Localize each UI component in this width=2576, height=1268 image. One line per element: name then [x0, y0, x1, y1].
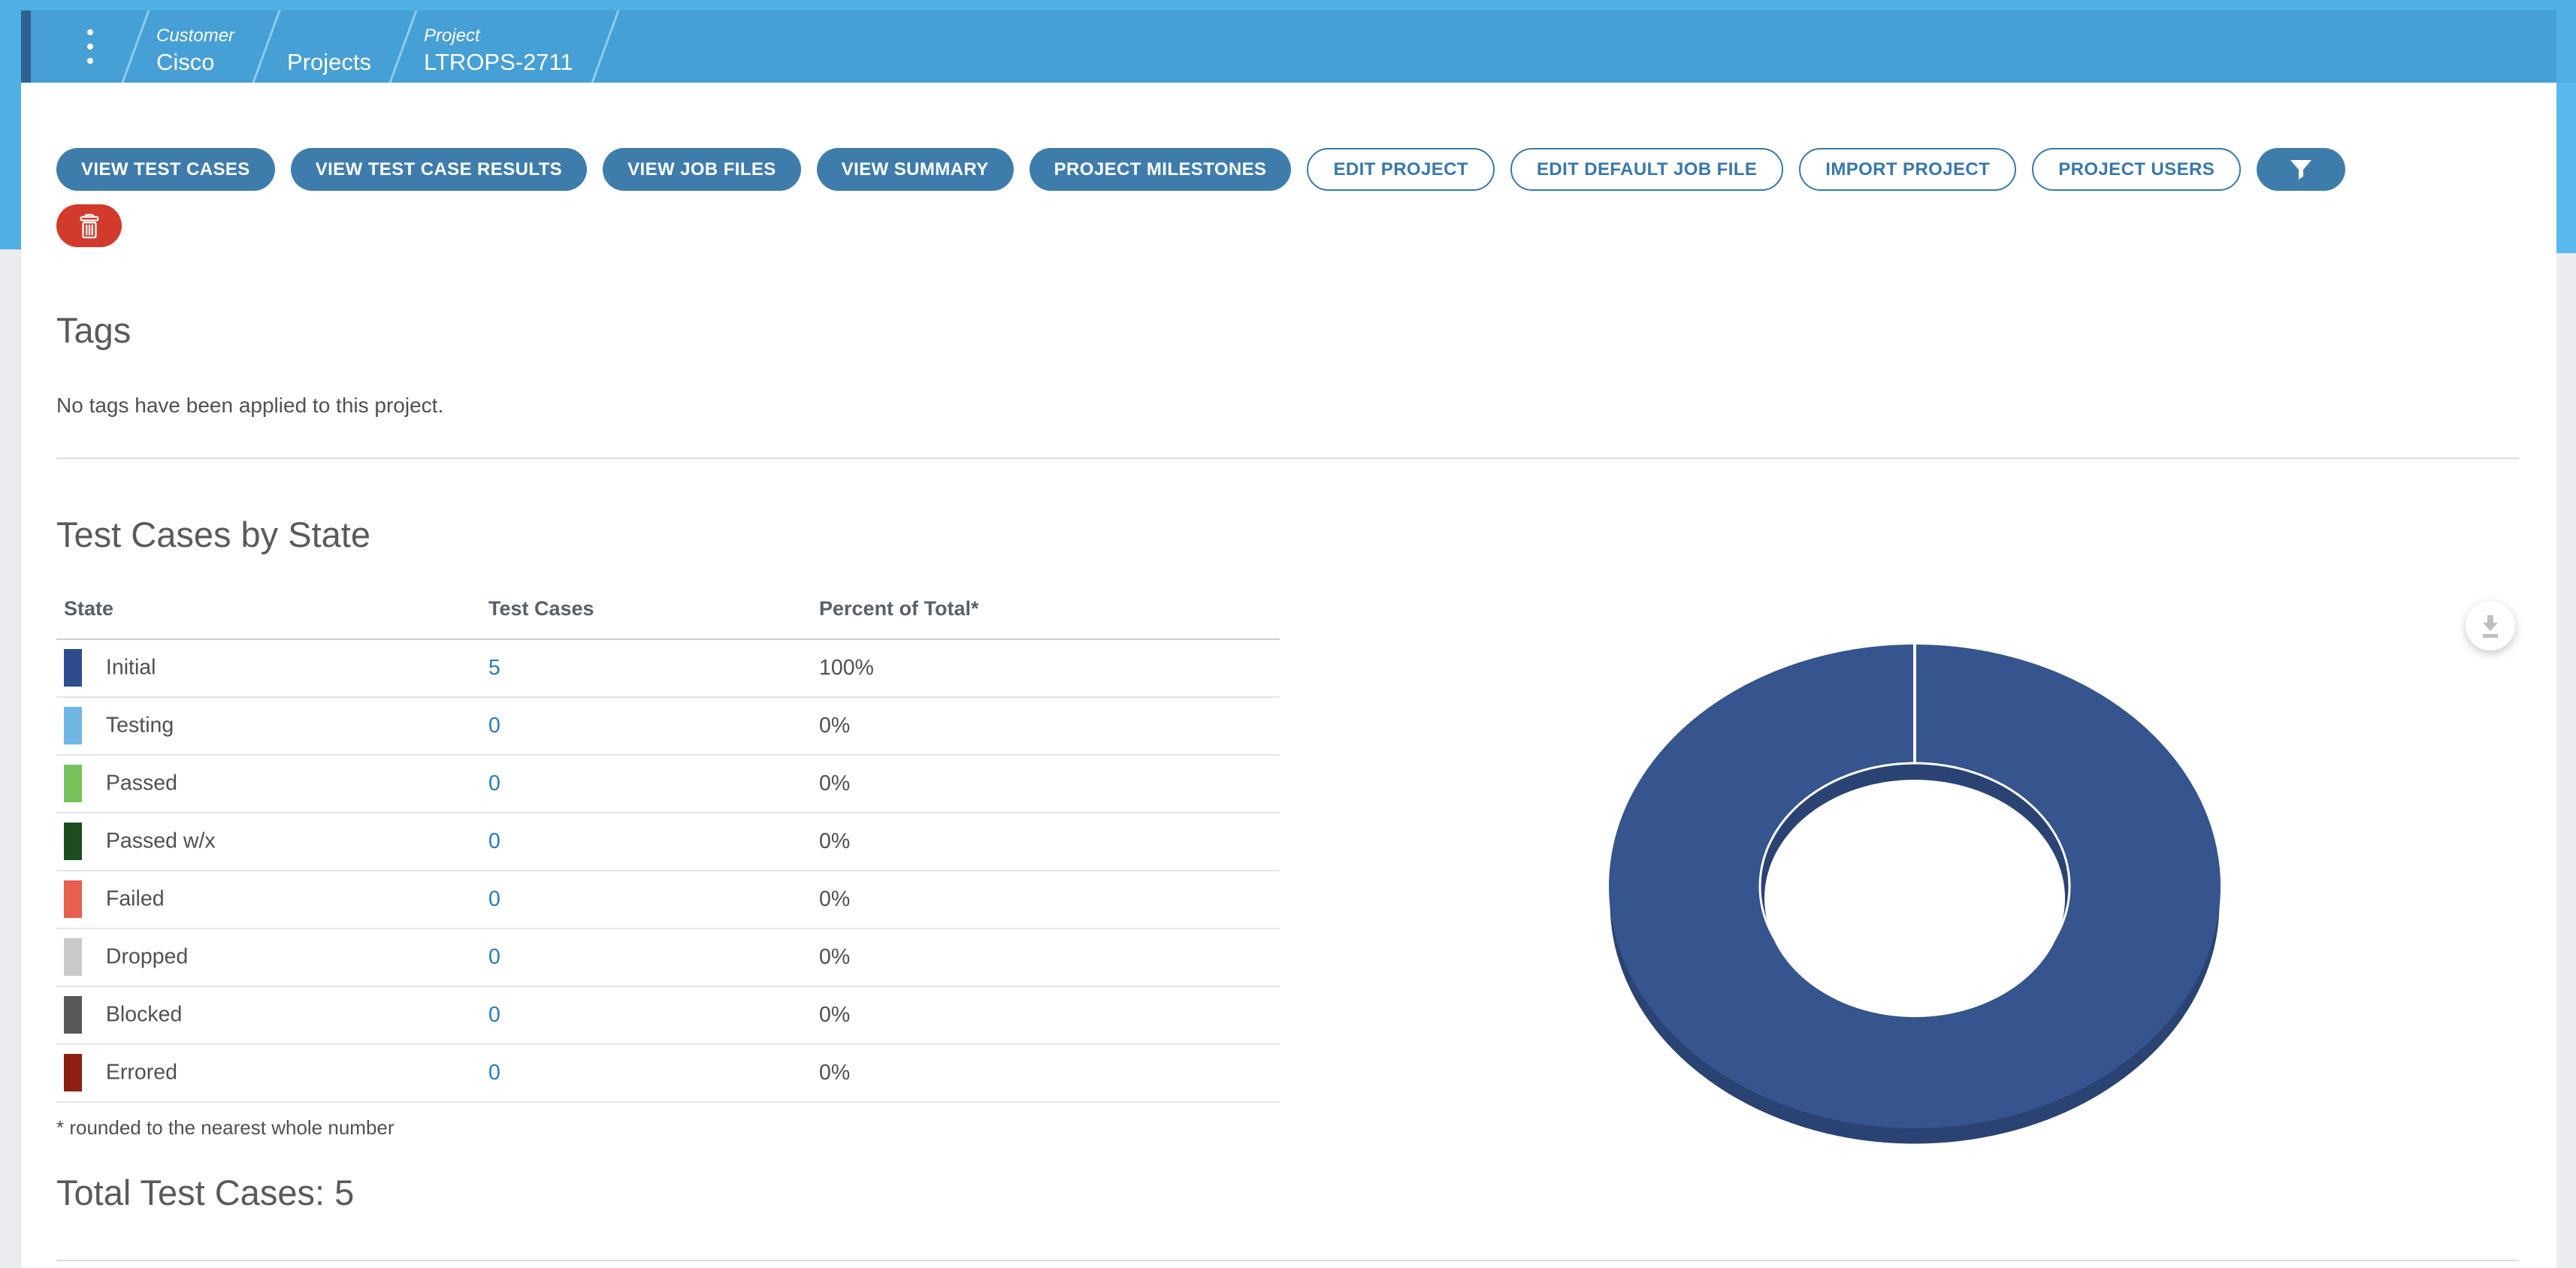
tags-section-title: Tags [56, 310, 132, 350]
table-row: Dropped 0 0% [56, 928, 1280, 987]
state-color-swatch [64, 938, 82, 977]
state-color-swatch [64, 707, 82, 745]
toolbar-primary-button[interactable]: VIEW SUMMARY [816, 148, 1014, 191]
breadcrumb: Customer Cisco Projects Project [146, 11, 615, 83]
toolbar-primary-button[interactable]: VIEW TEST CASES [56, 148, 275, 191]
total-test-cases: Total Test Cases: 5 [56, 1172, 355, 1212]
breadcrumb-separator [254, 11, 277, 83]
table-row: Passed 0 0% [56, 754, 1280, 814]
test-case-count-link[interactable]: 0 [488, 1060, 500, 1085]
percent-value: 0% [812, 928, 1280, 987]
column-header-test-cases: Test Cases [481, 586, 812, 640]
state-color-swatch [64, 996, 82, 1034]
state-label: Errored [105, 1060, 177, 1085]
table-row: Blocked 0 0% [56, 986, 1280, 1045]
state-color-swatch [64, 823, 82, 861]
breadcrumb-separator [593, 11, 615, 83]
test-cases-section-title: Test Cases by State [56, 514, 370, 554]
table-row: Failed 0 0% [56, 870, 1280, 929]
state-label: Passed [105, 771, 177, 796]
tags-empty-message: No tags have been applied to this projec… [56, 394, 444, 418]
funnel-icon [2289, 158, 2313, 181]
table-row: Testing 0 0% [56, 696, 1280, 756]
trash-icon [77, 212, 102, 240]
breadcrumb-separator [391, 11, 413, 83]
test-case-count-link[interactable]: 0 [488, 829, 500, 853]
table-row: Errored 0 0% [56, 1043, 1280, 1103]
state-label: Blocked [105, 1002, 183, 1027]
breadcrumb-item-value: Projects [287, 49, 372, 76]
percent-value: 0% [812, 812, 1280, 871]
state-label: Dropped [105, 944, 189, 969]
breadcrumb-item[interactable]: Project LTROPS-2711 [424, 11, 573, 83]
percent-value: 0% [812, 696, 1280, 756]
table-row: Initial 5 100% [56, 639, 1280, 698]
scrollbar-thumb[interactable] [2556, 83, 2576, 253]
percent-value: 0% [812, 986, 1280, 1045]
breadcrumb-item[interactable]: Projects [287, 11, 371, 83]
test-cases-donut-chart [1577, 639, 2253, 1179]
content-card: Customer Cisco Projects Project [21, 11, 2556, 1268]
state-color-swatch [64, 765, 82, 803]
download-icon [2478, 613, 2502, 639]
state-label: Passed w/x [105, 829, 216, 853]
toolbar-primary-button[interactable]: PROJECT MILESTONES [1029, 148, 1292, 191]
toolbar-secondary-button[interactable]: EDIT PROJECT [1307, 148, 1495, 191]
breadcrumb-item-type: Customer [156, 25, 235, 46]
filter-button[interactable] [2257, 148, 2346, 191]
state-label: Testing [105, 713, 174, 738]
toolbar-secondary-button[interactable]: EDIT DEFAULT JOB FILE [1510, 148, 1784, 191]
percent-value: 0% [812, 754, 1280, 814]
kebab-menu-icon[interactable] [87, 29, 93, 64]
column-header-state: State [56, 586, 481, 640]
percent-value: 100% [812, 639, 1280, 698]
test-case-count-link[interactable]: 0 [488, 771, 500, 796]
table-footnote: * rounded to the nearest whole number [56, 1116, 395, 1139]
percent-value: 0% [812, 1043, 1280, 1103]
breadcrumb-item-value: LTROPS-2711 [424, 49, 573, 76]
toolbar-primary-button[interactable]: VIEW TEST CASE RESULTS [290, 148, 588, 191]
bottom-divider [56, 1259, 2519, 1261]
state-color-swatch [64, 1054, 82, 1092]
toolbar: VIEW TEST CASES VIEW TEST CASE RESULTS V… [56, 148, 2556, 191]
state-color-swatch [64, 880, 82, 919]
percent-value: 0% [812, 870, 1280, 929]
breadcrumb-bar: Customer Cisco Projects Project [21, 11, 2556, 83]
test-case-count-link[interactable]: 0 [488, 713, 500, 738]
toolbar-secondary-button[interactable]: IMPORT PROJECT [1799, 148, 2017, 191]
breadcrumb-accent-stripe [21, 11, 31, 83]
test-case-count-link[interactable]: 5 [488, 655, 500, 680]
toolbar-secondary-button[interactable]: PROJECT USERS [2032, 148, 2242, 191]
test-cases-table: State Test Cases Percent of Total* Initi… [56, 586, 1280, 1103]
table-row: Passed w/x 0 0% [56, 812, 1280, 871]
chart-download-button[interactable] [2466, 601, 2515, 651]
breadcrumb-item[interactable]: Customer Cisco [156, 11, 234, 83]
state-label: Initial [105, 655, 156, 680]
column-header-percent: Percent of Total* [812, 586, 1280, 640]
test-case-count-link[interactable]: 0 [488, 944, 500, 969]
breadcrumb-item-type: Project [424, 25, 480, 46]
breadcrumb-separator [123, 11, 146, 83]
section-divider [56, 457, 2519, 459]
test-case-count-link[interactable]: 0 [488, 1002, 500, 1027]
breadcrumb-item-value: Cisco [156, 49, 215, 76]
delete-project-button[interactable] [56, 204, 122, 247]
state-color-swatch [64, 649, 82, 687]
state-label: Failed [105, 886, 165, 911]
test-case-count-link[interactable]: 0 [488, 886, 500, 911]
toolbar-primary-button[interactable]: VIEW JOB FILES [603, 148, 801, 191]
